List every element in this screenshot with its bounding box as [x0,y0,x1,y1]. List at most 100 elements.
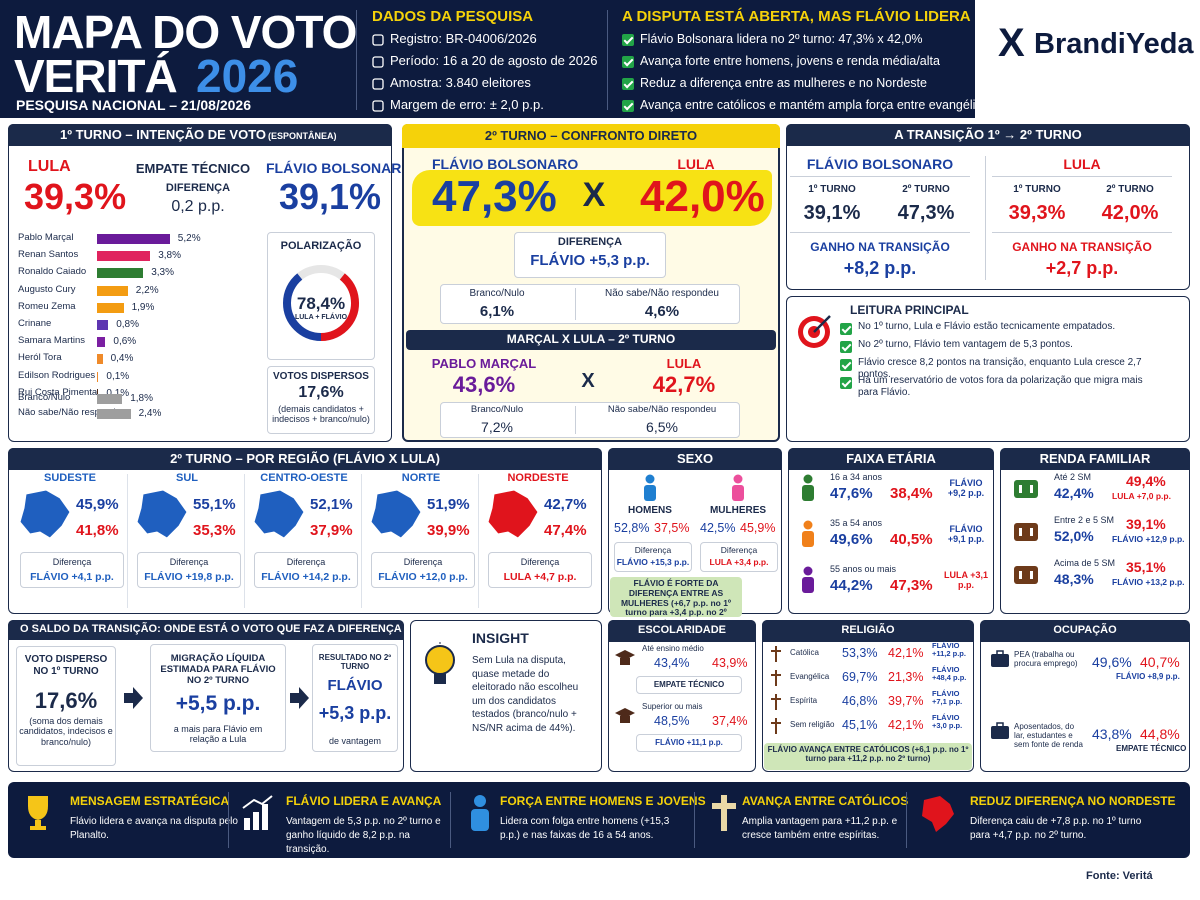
blank-label: Branco/Nulo [470,404,524,415]
money-icon-part [1019,571,1022,579]
lula: 47,4% [544,522,587,539]
bar [97,234,170,244]
religion-icon-part [771,698,781,700]
title: LEITURA PRINCIPAL [850,303,969,317]
mark: X [998,21,1025,65]
header-band [0,0,975,118]
title-line2: VERITÁ [14,50,178,102]
lula: 35,1% [1126,559,1166,575]
check-icon [840,377,852,389]
lula: 37,5% [654,521,690,535]
panel-header [786,124,1190,146]
name: HOMENS [628,505,672,516]
bar [97,371,99,382]
title: A DISPUTA ESTÁ ABERTA, MAS FLÁVIO LIDERA [622,8,971,25]
panel [440,402,740,438]
region-map-part [487,489,539,539]
person-icon-part [802,531,814,547]
diff-label: Diferença [520,557,560,567]
divider [694,792,695,848]
note: a mais para Flávio em relação a Lula [173,724,263,745]
name: Não sabe/Não respondeu [18,407,127,418]
unsure-label: Não sabe/Não respondeu [607,404,717,415]
flavio: 55,1% [193,496,236,513]
flavio-name: FLÁVIO BOLSONARO [432,156,579,172]
panel [788,448,994,614]
diff-label: Diferença [169,557,209,567]
survey-icon [372,78,384,90]
note: LULA + FLÁVIO [294,314,348,321]
bar [97,354,103,365]
money-icon-part [1030,485,1033,493]
title: FAIXA ETÁRIA [846,451,936,466]
name: Espírita [790,696,818,705]
religion-icon-part [775,694,777,710]
divider [228,792,229,848]
flavio-pct: 39,1% [278,176,382,217]
name: Rui Costa Pimenta [18,386,98,398]
text: Vantagem de 5,3 p.p. no 2º turno e ganho… [286,816,441,855]
bar [97,251,151,262]
name: Samara Martins [18,335,86,347]
panel [20,552,124,588]
region-map-part [19,489,71,539]
money-icon-part [1030,528,1033,536]
bar [97,320,109,330]
items: Amostra: 3.840 eleitores [390,75,531,90]
flavio: 52,0% [1054,528,1094,544]
education-icon-part [620,716,630,723]
footer-icon-part [35,820,41,826]
diff: FLÁVIO +19,8 p.p. [144,571,234,583]
lula: 47,3% [890,577,933,594]
lula: 40,7% [1140,654,1180,670]
religion-icon-part [771,722,781,724]
diff: LULA +3,4 p.p. [709,557,769,567]
name: Augusto Cury [18,283,76,295]
title: ESCOLARIDADE [637,624,726,636]
panel [514,232,666,278]
diff: FLÁVIO +12,0 p.p. [378,571,468,583]
items: Período: 16 a 20 de agosto de 2026 [390,53,598,68]
diff: FLÁVIO +3,0 p.p. [932,713,963,731]
name: Romeu Zema [18,300,76,312]
title-line1: MAPA DO VOTO [14,6,357,58]
items: Avança forte entre homens, jovens e rend… [640,54,940,68]
items: Reduz a diferença entre as mulheres e no… [640,76,927,90]
blank-value: 7,2% [481,419,513,435]
religion-icon-part [775,646,777,662]
flavio: 49,6% [830,531,873,548]
value: +5,3 p.p. [318,703,392,723]
panel [700,542,778,572]
items: No 1º turno, Lula e Flávio estão tecnica… [858,321,1116,332]
title: 2º TURNO – POR REGIÃO (FLÁVIO X LULA) [170,451,440,466]
name: BrandiYeda [1034,28,1194,60]
gain-label: GANHO NA TRANSIÇÃO [810,240,950,254]
divider [356,10,357,110]
text: Flávio lidera e avança na disputa pelo P… [70,816,238,841]
region-map [370,489,422,539]
items: No 2º turno, Flávio tem vantagem de 5,3 … [858,339,1073,350]
person-icon-part [802,485,814,501]
versus: X [582,176,606,214]
title: AVANÇA ENTRE CATÓLICOS [742,794,909,808]
check-icon [622,100,634,112]
text: Lidera com folga entre homens (+15,3 p.p… [500,816,670,841]
money-icon-part [1014,480,1038,498]
briefcase-icon-part [996,650,1004,656]
label: 0,8% [116,319,139,330]
person-icon-part [733,474,743,484]
lula: 37,4% [712,714,748,728]
divider [478,474,479,608]
arrow [124,687,143,709]
blank-value: 6,1% [479,303,515,320]
name: Católica [790,648,819,657]
education-icon-part [620,658,630,665]
title: MIGRAÇÃO LÍQUIDA ESTIMADA PARA FLÁVIO NO… [160,653,276,686]
briefcase-icon-part [991,654,1009,667]
lula-name: LULA [28,158,71,175]
footer-icon-part [471,809,489,831]
name: CENTRO-OESTE [260,472,348,484]
name: MULHERES [709,505,767,516]
title: VOTOS DISPERSOS [273,371,369,382]
person-icon-part [732,485,744,501]
